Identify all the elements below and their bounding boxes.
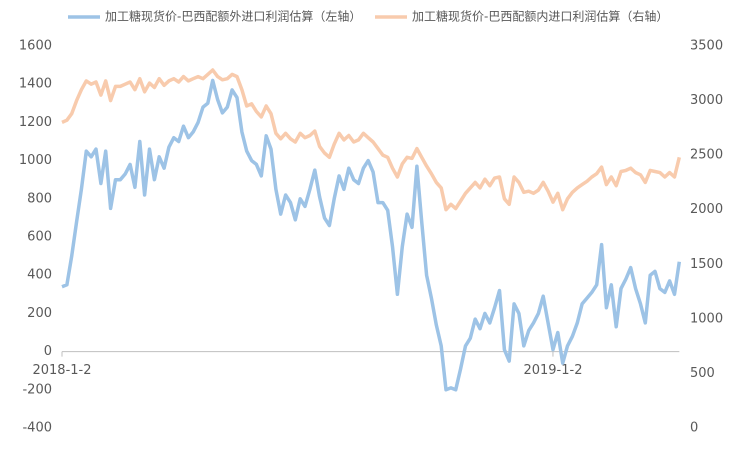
y-tick-label: 600 — [27, 230, 52, 245]
y-tick-label: -400 — [22, 421, 52, 436]
y-tick-label: 800 — [27, 191, 52, 206]
y-tick-label: 1200 — [19, 115, 52, 130]
y2-tick-label: 3500 — [690, 39, 723, 54]
y2-tick-label: 0 — [690, 421, 698, 436]
y2-tick-label: 1000 — [690, 311, 723, 326]
y2-tick-label: 1500 — [690, 257, 723, 272]
y-tick-label: -200 — [22, 382, 52, 397]
y-tick-label: 1400 — [19, 77, 52, 92]
y2-tick-label: 2000 — [690, 202, 723, 217]
y2-tick-label: 500 — [690, 366, 715, 381]
y-tick-label: 0 — [44, 344, 52, 359]
x-tick-label: 2018-1-2 — [32, 363, 91, 378]
legend-label: 加工糖现货价-巴西配额内进口利润估算（右轴） — [412, 9, 668, 24]
series-line — [61, 78, 682, 392]
y2-tick-label: 2500 — [690, 148, 723, 163]
x-tick-label: 2019-1-2 — [523, 363, 582, 378]
y-tick-label: 1000 — [19, 153, 52, 168]
y-tick-label: 1600 — [19, 39, 52, 54]
y-tick-label: 400 — [27, 268, 52, 283]
y2-tick-label: 3000 — [690, 93, 723, 108]
y-tick-label: 200 — [27, 306, 52, 321]
legend-label: 加工糖现货价-巴西配额外进口利润估算（左轴） — [105, 9, 361, 24]
series-line — [61, 68, 682, 212]
